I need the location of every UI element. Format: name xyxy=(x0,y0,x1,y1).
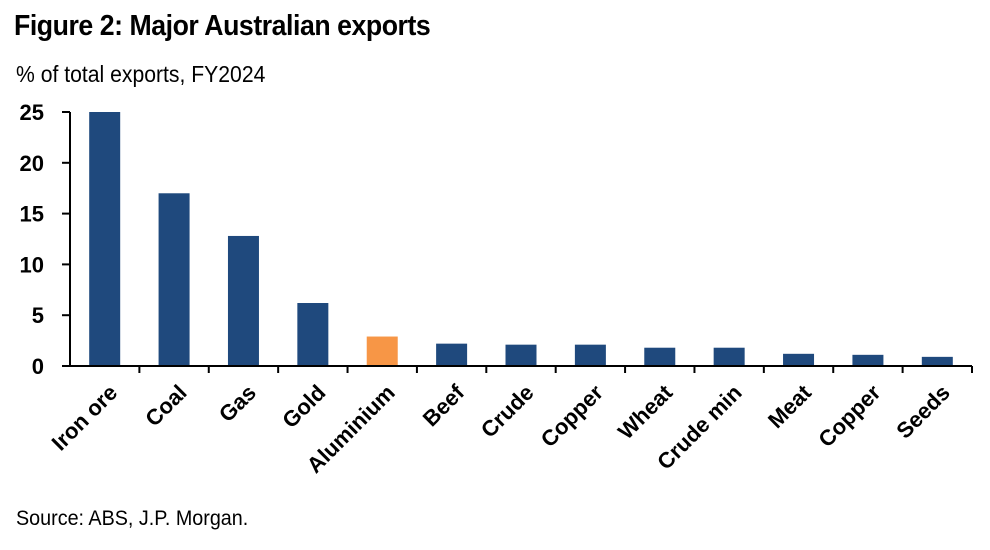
bar xyxy=(713,347,745,366)
bar xyxy=(366,336,398,366)
x-category-label: Coal xyxy=(140,380,191,431)
bar xyxy=(297,303,329,366)
y-tick-label: 5 xyxy=(32,303,44,328)
y-tick-label: 15 xyxy=(20,202,44,227)
x-category-label: Copper xyxy=(536,380,608,452)
y-tick-label: 25 xyxy=(20,100,44,125)
bar xyxy=(227,235,259,366)
x-category-label: Crude xyxy=(476,380,539,443)
y-axis: 0 5 10 15 20 25 xyxy=(20,100,71,379)
bar xyxy=(505,344,537,366)
source-note: Source: ABS, J.P. Morgan. xyxy=(16,507,249,530)
x-category-label: Gas xyxy=(214,380,261,427)
x-category-label: Gold xyxy=(277,380,330,433)
bar-series xyxy=(89,112,953,366)
bar xyxy=(852,354,884,366)
x-category-label: Iron ore xyxy=(47,380,123,456)
x-category-label: Seeds xyxy=(891,380,955,444)
chart-title: Figure 2: Major Australian exports xyxy=(14,10,431,42)
x-category-label: Wheat xyxy=(613,379,678,444)
bar xyxy=(89,112,121,366)
bar xyxy=(644,347,676,366)
y-tick-label: 10 xyxy=(20,252,44,277)
chart-subtitle: % of total exports, FY2024 xyxy=(16,61,266,87)
bar xyxy=(783,353,815,366)
x-category-label: Copper xyxy=(813,380,885,452)
y-tick-label: 20 xyxy=(20,151,44,176)
bar xyxy=(436,343,468,366)
bar xyxy=(921,356,953,366)
x-category-label: Meat xyxy=(763,379,817,433)
bar xyxy=(574,344,606,366)
bar xyxy=(158,193,190,366)
x-category-label: Beef xyxy=(418,379,470,431)
y-tick-label: 0 xyxy=(32,354,44,379)
